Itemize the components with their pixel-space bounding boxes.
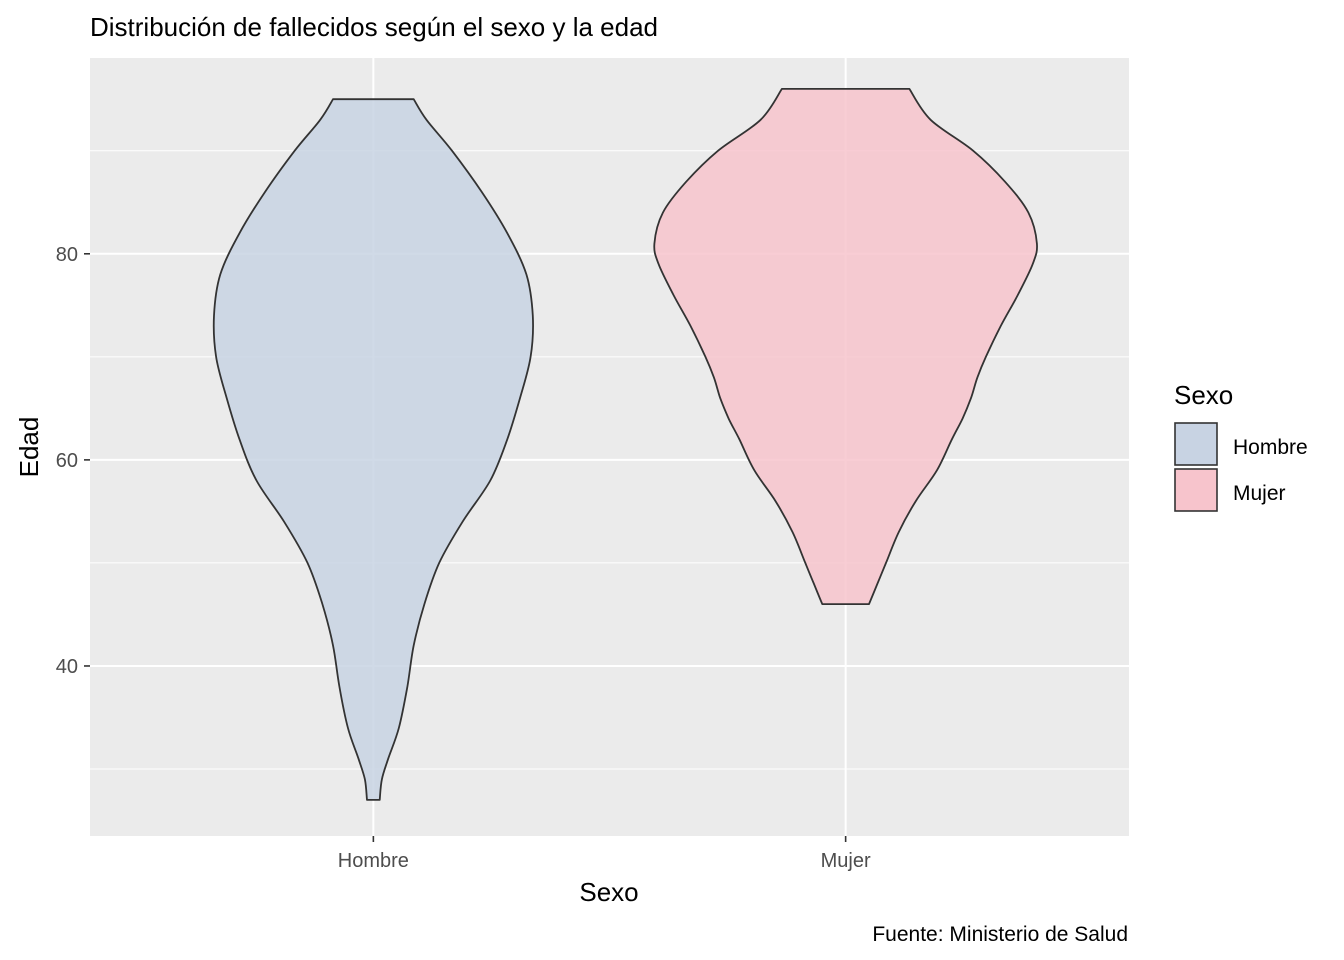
legend-key-mujer [1174, 468, 1218, 512]
x-axis-title: Sexo [579, 877, 638, 907]
legend-key-hombre [1174, 422, 1218, 466]
y-tick-label: 40 [56, 656, 78, 678]
legend-item-mujer: Mujer [1174, 468, 1286, 512]
x-tick-label: Hombre [338, 850, 409, 872]
legend-label-mujer: Mujer [1233, 482, 1286, 505]
y-tick-label: 80 [56, 244, 78, 266]
chart-caption: Fuente: Ministerio de Salud [872, 923, 1128, 946]
legend-title: Sexo [1174, 380, 1233, 410]
violin-hombre [212, 98, 534, 801]
y-axis-title: Edad [14, 417, 44, 478]
x-tick-label: Mujer [821, 850, 871, 872]
x-axis: Hombre Mujer [338, 836, 871, 872]
legend: Sexo Hombre Mujer [1174, 380, 1308, 512]
y-axis: 40 60 80 [56, 244, 90, 678]
chart-title: Distribución de fallecidos según el sexo… [90, 12, 658, 42]
legend-label-hombre: Hombre [1233, 436, 1308, 459]
y-tick-label: 60 [56, 450, 78, 472]
violins [212, 88, 1038, 801]
legend-item-hombre: Hombre [1174, 422, 1308, 466]
violin-mujer [653, 88, 1038, 605]
